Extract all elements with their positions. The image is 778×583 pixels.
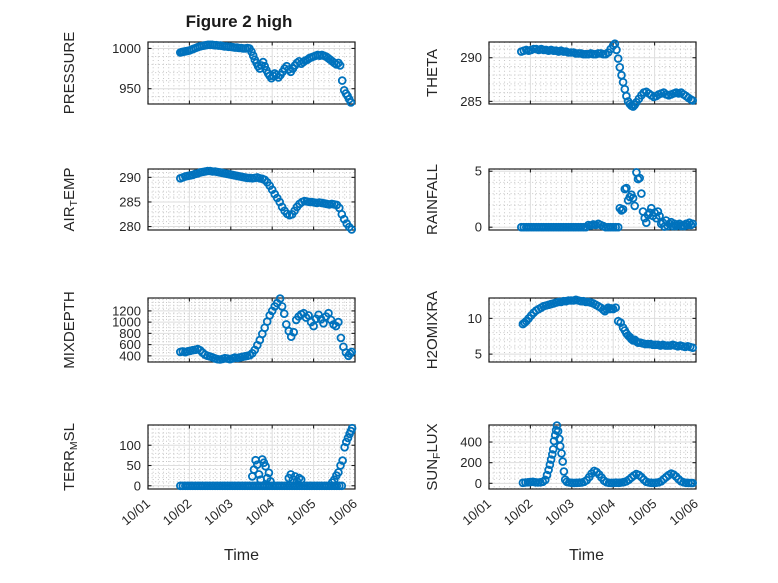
x-tick-label: 10/02	[160, 496, 195, 528]
y-tick-labels: 0 200 400	[460, 435, 482, 491]
x-axis-label-left: Time	[224, 547, 259, 564]
x-tick-label: 10/04	[243, 496, 278, 528]
y-tick-label: 285	[460, 94, 482, 109]
minor-grid	[148, 169, 355, 230]
y-tick-labels: 280 285 290	[119, 170, 141, 234]
subplot-terr_msl: 0 50 100 TERRMSL 10/01 10/02 10/03 10/04 10/05 10…	[61, 423, 360, 528]
x-tick-label: 10/02	[501, 496, 536, 528]
data-points	[176, 423, 357, 491]
x-tick-label: 10/03	[542, 496, 577, 528]
y-tick-label: 290	[119, 170, 141, 185]
data-points	[516, 168, 697, 232]
y-tick-label: 1000	[112, 41, 141, 56]
major-grid	[489, 425, 696, 489]
x-tick-label: 10/06	[325, 496, 360, 528]
y-tick-label: 290	[460, 50, 482, 65]
axes-box	[147, 41, 356, 105]
y-tick-label: 400	[119, 348, 141, 363]
y-tick-label: 100	[119, 438, 141, 453]
x-tick-label: 10/03	[201, 496, 236, 528]
y-axis-label: THETA	[424, 49, 441, 97]
axes-box	[488, 41, 697, 105]
y-axis-label: SUNFLUX	[424, 423, 443, 490]
x-tick-label: 10/01	[459, 496, 494, 528]
y-tick-label: 50	[127, 458, 141, 473]
y-tick-label: 285	[119, 194, 141, 209]
data-points	[518, 421, 697, 488]
y-tick-label: 400	[460, 435, 482, 450]
y-axis-label: PRESSURE	[61, 32, 78, 115]
data-points	[176, 294, 357, 364]
subplot-h2omixra: 5 10 H2OMIXRA	[424, 291, 697, 369]
x-axis-label-right: Time	[569, 547, 604, 564]
data-points	[176, 40, 356, 107]
y-tick-label: 200	[460, 455, 482, 470]
x-tick-label: 10/06	[666, 496, 701, 528]
tick-marks	[147, 298, 356, 362]
y-tick-label: 5	[475, 164, 482, 179]
subplot-air_temp: 280 285 290 AIRTEMP	[61, 166, 357, 234]
y-tick-label: 10	[468, 311, 482, 326]
x-tick-label: 10/04	[584, 496, 619, 528]
x-tick-labels: 10/01 10/02 10/03 10/04 10/05 10/06	[459, 496, 701, 528]
axes-box	[147, 297, 356, 363]
y-tick-label: 800	[119, 326, 141, 341]
x-tick-label: 10/01	[118, 496, 153, 528]
x-tick-label: 10/05	[284, 496, 319, 528]
figure-title: Figure 2 high	[185, 12, 293, 31]
subplot-theta: 285 290 THETA	[424, 39, 697, 111]
y-tick-labels: 950 1000	[112, 41, 141, 96]
tick-marks	[488, 298, 697, 362]
y-axis-label: MIXDEPTH	[61, 291, 78, 369]
data-points	[516, 39, 697, 111]
y-tick-label: 600	[119, 337, 141, 352]
axes-box	[488, 424, 697, 490]
y-axis-label: RAINFALL	[424, 164, 441, 235]
y-tick-labels: 0 50 100	[119, 438, 141, 494]
tick-marks	[488, 42, 697, 104]
y-tick-label: 0	[475, 220, 482, 235]
x-tick-labels: 10/01 10/02 10/03 10/04 10/05 10/06	[118, 496, 360, 528]
y-axis-label: TERRMSL	[61, 423, 80, 491]
x-tick-label: 10/05	[625, 496, 660, 528]
y-axis-label: AIRTEMP	[61, 168, 80, 232]
y-tick-label: 0	[134, 478, 141, 493]
y-tick-labels: 05	[475, 164, 482, 235]
data-points	[518, 295, 697, 353]
y-tick-label: 0	[475, 476, 482, 491]
subplot-pressure: 950 1000 PRESSURE	[61, 32, 356, 115]
axes-box	[147, 168, 356, 231]
y-tick-label: 1000	[112, 315, 141, 330]
subplot-sun_flux: 0 200 400 SUNFLUX 10/01 10/02 10/03 10/04 10/05 1…	[424, 421, 701, 528]
y-tick-labels: 285 290	[460, 50, 482, 109]
y-tick-label: 950	[119, 81, 141, 96]
axes-box	[488, 168, 697, 231]
tick-marks	[147, 42, 356, 104]
y-tick-label: 5	[475, 347, 482, 362]
data-points	[176, 166, 357, 234]
y-tick-labels: 5 10	[468, 311, 482, 362]
y-axis-label: H2OMIXRA	[424, 291, 441, 369]
y-tick-label: 280	[119, 219, 141, 234]
axes-box	[488, 297, 697, 363]
y-tick-label: 1200	[112, 303, 141, 318]
